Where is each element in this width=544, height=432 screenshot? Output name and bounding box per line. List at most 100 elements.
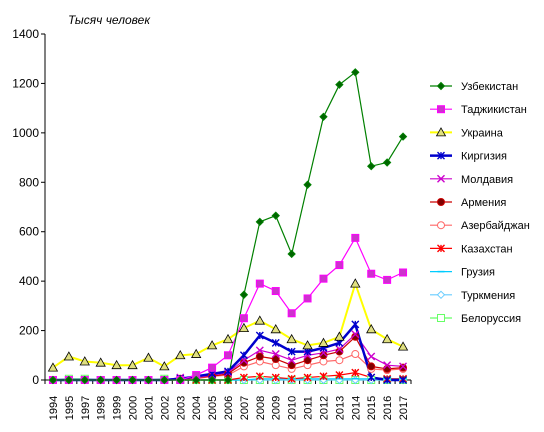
data-point-3 <box>127 359 138 370</box>
data-point-3 <box>143 352 154 362</box>
legend-label: Грузия <box>461 267 495 279</box>
data-point-6 <box>399 363 408 372</box>
data-point-3 <box>79 356 90 366</box>
data-point-2 <box>335 261 344 270</box>
y-tick-label: 1000 <box>12 126 39 140</box>
data-point-8 <box>319 372 328 381</box>
data-point-8 <box>239 373 248 382</box>
data-point-1 <box>176 375 185 385</box>
data-point-1 <box>239 290 249 299</box>
x-tick-label: 2013 <box>334 396 346 420</box>
x-tick-label: 2012 <box>318 396 330 420</box>
data-point-3 <box>254 315 266 325</box>
data-point-3 <box>175 349 186 360</box>
x-tick-label: 2014 <box>350 396 362 420</box>
data-point-1 <box>144 375 153 385</box>
data-point-1 <box>112 375 121 385</box>
x-tick-label: 2001 <box>143 396 155 420</box>
data-point-1 <box>351 68 360 77</box>
data-point-3 <box>286 333 297 344</box>
data-point-8 <box>287 374 296 383</box>
data-point-1 <box>335 80 344 89</box>
data-point-1 <box>255 217 265 227</box>
data-point-4 <box>239 351 248 360</box>
data-point-4 <box>399 376 408 384</box>
data-point-2 <box>208 363 217 372</box>
data-point-4 <box>271 338 280 347</box>
data-point-3 <box>222 333 234 344</box>
x-tick-label: 2017 <box>398 396 410 420</box>
legend-marker <box>437 244 445 253</box>
data-point-8 <box>351 368 360 377</box>
data-point-2 <box>303 294 312 303</box>
data-point-1 <box>80 375 89 385</box>
data-point-8 <box>303 373 312 382</box>
data-point-5 <box>367 352 376 361</box>
x-tick-label: 2008 <box>255 396 267 420</box>
data-point-1 <box>287 249 296 259</box>
data-point-6 <box>335 347 344 356</box>
data-point-3 <box>302 340 313 350</box>
series-lines <box>52 71 404 382</box>
data-point-3 <box>190 348 202 358</box>
data-point-4 <box>383 376 392 384</box>
x-tick-label: 2011 <box>303 396 315 420</box>
x-tick-label: 1997 <box>80 396 92 420</box>
y-tick-label: 800 <box>19 175 39 189</box>
unit-label: Тысяч человек <box>68 13 151 27</box>
data-point-7 <box>335 356 344 365</box>
data-point-2 <box>271 287 280 296</box>
data-point-5 <box>351 330 360 339</box>
y-tick-label: 0 <box>32 373 39 387</box>
data-point-5 <box>271 350 280 359</box>
data-point-2 <box>239 314 248 323</box>
legend-label: Узбекистан <box>461 81 518 93</box>
legend-marker <box>437 151 445 160</box>
data-point-8 <box>335 371 344 380</box>
legend-label: Белоруссия <box>461 313 521 325</box>
data-point-2 <box>399 268 408 277</box>
data-point-3 <box>63 351 75 361</box>
legend: Узбекистан Таджикистан Украина Киргизия Молд… <box>430 81 530 325</box>
x-tick-label: 2016 <box>382 396 394 420</box>
x-tick-label: 2002 <box>159 396 171 420</box>
data-point-1 <box>160 375 169 385</box>
legend-marker <box>437 314 445 322</box>
data-point-3 <box>397 341 409 351</box>
y-tick-label: 1400 <box>12 27 39 41</box>
legend-label: Таджикистан <box>461 104 527 116</box>
x-tick-label: 2009 <box>271 396 283 420</box>
data-point-2 <box>367 269 376 278</box>
data-point-6 <box>319 351 328 360</box>
data-point-3 <box>206 340 218 350</box>
legend-marker <box>437 105 445 114</box>
data-point-5 <box>335 345 344 354</box>
x-tick-label: 1998 <box>96 396 108 420</box>
x-tick-label: 1999 <box>112 396 124 420</box>
data-point-6 <box>351 332 360 341</box>
data-point-1 <box>191 375 201 385</box>
data-point-4 <box>224 367 232 376</box>
data-point-4 <box>255 331 264 340</box>
data-point-3 <box>350 278 361 288</box>
data-point-1 <box>96 375 105 385</box>
data-point-1 <box>48 375 58 385</box>
data-point-1 <box>207 375 217 385</box>
data-point-3 <box>334 331 345 341</box>
data-point-3 <box>366 324 377 334</box>
x-axis: 1994 1995 1997 1998 1999 2000 2001 2002 2003 2004… <box>44 379 412 420</box>
data-point-5 <box>287 356 296 365</box>
data-point-7 <box>351 350 360 359</box>
data-point-6 <box>287 361 296 370</box>
data-point-1 <box>128 375 137 385</box>
x-tick-label: 1995 <box>64 396 76 420</box>
data-point-2 <box>287 309 296 318</box>
data-point-3 <box>159 361 170 371</box>
legend-label: Армения <box>461 197 506 209</box>
x-tick-label: 2000 <box>128 396 140 420</box>
data-point-2 <box>351 233 360 242</box>
data-point-4 <box>351 320 360 329</box>
data-point-8 <box>271 373 280 382</box>
data-point-3 <box>318 337 329 347</box>
